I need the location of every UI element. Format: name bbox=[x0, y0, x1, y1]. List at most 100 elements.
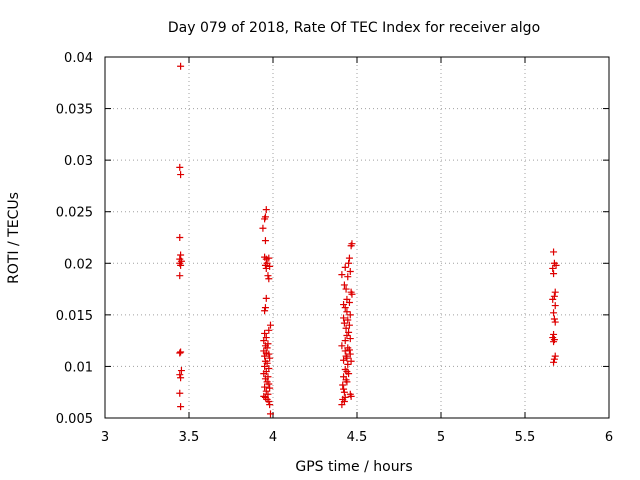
y-tick-label: 0.03 bbox=[64, 154, 93, 169]
data-point bbox=[346, 268, 354, 276]
data-point bbox=[176, 389, 184, 397]
data-point bbox=[261, 352, 269, 360]
x-tick-label: 3.5 bbox=[179, 430, 200, 445]
data-point bbox=[345, 254, 353, 262]
data-point bbox=[177, 374, 185, 382]
data-point bbox=[176, 163, 184, 171]
data-point bbox=[266, 354, 274, 362]
data-point bbox=[266, 384, 274, 392]
data-point bbox=[343, 331, 351, 339]
data-point bbox=[260, 370, 268, 378]
data-point bbox=[552, 261, 560, 269]
data-point bbox=[347, 242, 355, 250]
data-point bbox=[338, 401, 346, 409]
data-point bbox=[261, 304, 269, 312]
data-point bbox=[177, 367, 185, 375]
data-point bbox=[266, 262, 274, 270]
data-point bbox=[550, 330, 558, 338]
data-point bbox=[551, 302, 559, 310]
data-point bbox=[344, 273, 352, 281]
data-point bbox=[550, 358, 558, 366]
data-point bbox=[263, 344, 271, 352]
data-point bbox=[551, 288, 559, 296]
data-point bbox=[340, 301, 348, 309]
y-tick-label: 0.025 bbox=[56, 206, 93, 221]
chart-title: Day 079 of 2018, Rate Of TEC Index for r… bbox=[168, 20, 540, 36]
data-point bbox=[341, 304, 349, 312]
y-axis-label: ROTI / TECUs bbox=[6, 192, 22, 284]
y-tick-label: 0.035 bbox=[56, 103, 93, 118]
data-point bbox=[549, 295, 557, 303]
data-point bbox=[261, 215, 269, 223]
data-point bbox=[346, 350, 354, 358]
data-point bbox=[260, 392, 268, 400]
data-point bbox=[550, 309, 558, 317]
data-points bbox=[176, 62, 560, 418]
data-point bbox=[265, 326, 273, 334]
data-point bbox=[266, 321, 274, 329]
data-point bbox=[549, 264, 557, 272]
data-point bbox=[341, 337, 349, 345]
x-tick-label: 4.5 bbox=[347, 430, 368, 445]
data-point bbox=[340, 356, 348, 364]
data-point bbox=[265, 380, 273, 388]
data-point bbox=[338, 271, 346, 279]
data-point bbox=[177, 251, 185, 259]
data-point bbox=[262, 387, 270, 395]
data-point bbox=[176, 371, 184, 379]
data-point bbox=[550, 315, 558, 323]
data-point bbox=[338, 342, 346, 350]
data-point bbox=[347, 392, 355, 400]
x-tick-label: 5.5 bbox=[515, 430, 536, 445]
data-point bbox=[177, 171, 185, 179]
data-point bbox=[345, 346, 353, 354]
data-point bbox=[550, 248, 558, 256]
data-point bbox=[261, 383, 269, 391]
y-tick-label: 0.005 bbox=[56, 412, 93, 427]
data-point bbox=[339, 381, 347, 389]
data-point bbox=[261, 307, 269, 315]
y-tick-label: 0.04 bbox=[64, 51, 93, 66]
data-point bbox=[344, 360, 352, 368]
data-point bbox=[264, 272, 272, 280]
data-point bbox=[550, 355, 558, 363]
x-tick-labels: 3 3.5 4 4.5 5 5.5 6 bbox=[101, 430, 613, 445]
data-point bbox=[265, 254, 273, 262]
data-point bbox=[346, 311, 354, 319]
data-point bbox=[261, 375, 269, 383]
data-point bbox=[265, 275, 273, 283]
data-point bbox=[341, 263, 349, 271]
data-point bbox=[177, 261, 185, 269]
data-point bbox=[340, 388, 348, 396]
data-point bbox=[347, 357, 355, 365]
x-tick-label: 3 bbox=[101, 430, 109, 445]
data-point bbox=[550, 338, 558, 346]
plot-frame bbox=[104, 56, 610, 419]
x-tick-label: 6 bbox=[605, 430, 613, 445]
x-tick-label: 4 bbox=[269, 430, 277, 445]
data-point bbox=[262, 206, 270, 214]
data-point bbox=[345, 370, 353, 378]
y-tick-label: 0.01 bbox=[64, 360, 93, 375]
data-point bbox=[340, 281, 348, 289]
data-point bbox=[348, 290, 356, 298]
data-point bbox=[176, 349, 184, 357]
data-point bbox=[550, 292, 558, 300]
data-point bbox=[265, 350, 273, 358]
data-point bbox=[177, 348, 185, 356]
data-point bbox=[340, 319, 348, 327]
data-point bbox=[340, 385, 348, 393]
data-point bbox=[551, 352, 559, 360]
data-point bbox=[266, 401, 274, 409]
data-point bbox=[266, 410, 274, 418]
data-point bbox=[343, 308, 351, 316]
data-point bbox=[341, 347, 349, 355]
y-tick-label: 0.02 bbox=[64, 257, 93, 272]
data-point bbox=[262, 294, 270, 302]
data-point bbox=[345, 321, 353, 329]
data-point bbox=[342, 285, 350, 293]
data-point bbox=[176, 272, 184, 280]
data-point bbox=[342, 324, 350, 332]
data-point bbox=[177, 403, 185, 411]
